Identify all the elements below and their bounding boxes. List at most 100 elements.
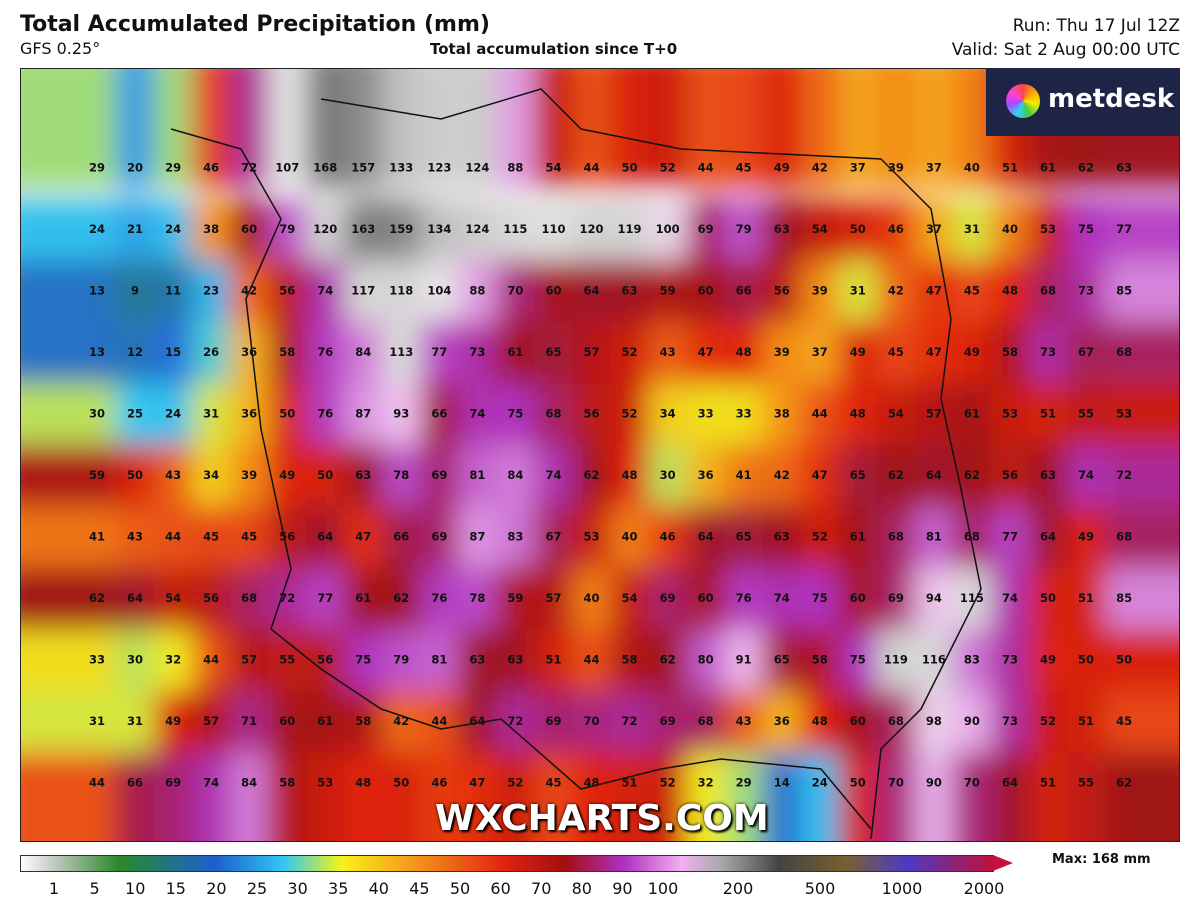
cell — [762, 506, 802, 569]
grid-value: 60 — [698, 591, 714, 605]
cell — [420, 260, 460, 323]
grid-value: 168 — [313, 161, 337, 175]
grid-value: 60 — [850, 714, 866, 728]
grid-value: 74 — [1078, 468, 1094, 482]
cell — [534, 752, 574, 841]
cell — [21, 629, 117, 692]
cell — [458, 629, 498, 692]
grid-value: 68 — [241, 591, 257, 605]
cell — [534, 383, 574, 446]
grid-value: 159 — [389, 222, 413, 236]
cell — [496, 629, 536, 692]
grid-value: 100 — [656, 222, 680, 236]
cell — [268, 752, 308, 841]
grid-value: 63 — [622, 284, 638, 298]
grid-value: 74 — [774, 591, 790, 605]
cell — [458, 383, 498, 446]
cell — [914, 506, 954, 569]
grid-value: 76 — [431, 591, 447, 605]
grid-value: 83 — [964, 653, 980, 667]
grid-value: 77 — [1002, 530, 1018, 544]
cell — [800, 321, 840, 385]
cell — [1028, 690, 1069, 754]
grid-value: 79 — [736, 222, 752, 236]
grid-value: 88 — [507, 161, 523, 175]
cell — [876, 383, 916, 446]
grid-value: 115 — [503, 222, 527, 236]
cell — [306, 567, 346, 631]
cell — [686, 198, 726, 262]
grid-value: 61 — [1040, 161, 1056, 175]
grid-value: 50 — [1078, 653, 1094, 667]
cell — [420, 690, 460, 754]
cell — [154, 506, 194, 569]
cell — [1105, 690, 1179, 754]
grid-value: 81 — [469, 468, 485, 482]
grid-value: 49 — [1078, 530, 1094, 544]
grid-value: 50 — [850, 776, 866, 790]
grid-value: 118 — [389, 284, 413, 298]
cell — [382, 444, 422, 508]
cell — [572, 506, 612, 569]
cell — [116, 69, 156, 188]
grid-value: 12 — [127, 345, 143, 359]
grid-value: 52 — [660, 161, 676, 175]
colorbar-label: 70 — [531, 879, 552, 898]
grid-value: 49 — [774, 161, 790, 175]
grid-value: 63 — [774, 222, 790, 236]
cell — [230, 198, 270, 262]
grid-value: 98 — [926, 714, 942, 728]
cell — [800, 567, 840, 631]
grid-value: 75 — [812, 591, 828, 605]
grid-value: 64 — [469, 714, 485, 728]
grid-value: 77 — [431, 345, 447, 359]
colorbar-label: 10 — [125, 879, 146, 898]
grid-value: 44 — [165, 530, 181, 544]
grid-value: 85 — [1116, 284, 1132, 298]
grid-value: 43 — [127, 530, 143, 544]
grid-value: 53 — [584, 530, 600, 544]
cell — [990, 198, 1030, 262]
grid-value: 31 — [850, 284, 866, 298]
cell — [952, 321, 992, 385]
cell — [21, 567, 117, 631]
cell — [800, 260, 840, 323]
grid-value: 14 — [774, 776, 790, 790]
cell — [192, 444, 232, 508]
cell — [21, 69, 117, 188]
cell — [116, 383, 156, 446]
cell — [1105, 752, 1179, 841]
grid-value: 24 — [812, 776, 828, 790]
cell — [990, 321, 1030, 385]
cell — [648, 69, 688, 188]
grid-value: 11 — [165, 284, 181, 298]
grid-value: 163 — [351, 222, 375, 236]
grid-value: 51 — [1002, 161, 1018, 175]
cell — [572, 198, 612, 262]
grid-value: 58 — [812, 653, 828, 667]
grid-value: 40 — [1002, 222, 1018, 236]
cell — [154, 629, 194, 692]
grid-value: 31 — [127, 714, 143, 728]
cell — [686, 752, 726, 841]
colorbar-label: 15 — [165, 879, 186, 898]
cell — [496, 69, 536, 188]
cell — [762, 260, 802, 323]
grid-value: 52 — [1040, 714, 1056, 728]
grid-value: 64 — [698, 530, 714, 544]
cell — [876, 198, 916, 262]
cell — [382, 506, 422, 569]
cell — [1105, 567, 1179, 631]
grid-value: 63 — [1040, 468, 1056, 482]
cell — [914, 690, 954, 754]
cell — [572, 321, 612, 385]
grid-value: 57 — [584, 345, 600, 359]
grid-value: 24 — [165, 222, 181, 236]
cell — [420, 383, 460, 446]
cell — [914, 260, 954, 323]
cell — [800, 506, 840, 569]
cell — [724, 383, 764, 446]
cell — [1067, 383, 1107, 446]
cell — [1028, 444, 1069, 508]
colorbar-label: 2000 — [963, 879, 1005, 898]
